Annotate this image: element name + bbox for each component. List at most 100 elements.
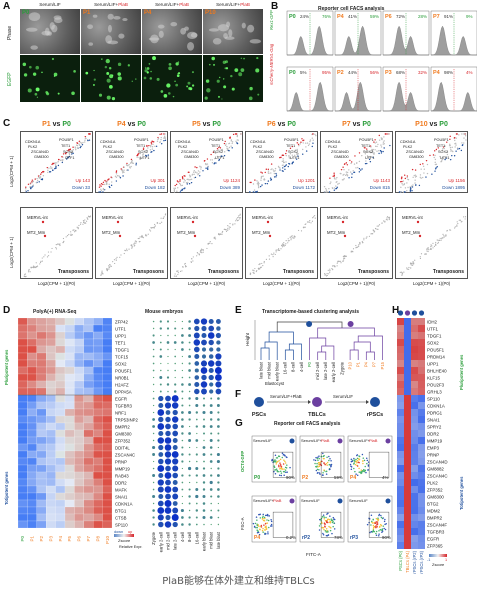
heatmap-h-cell <box>418 409 425 416</box>
dot-cell <box>196 481 198 484</box>
transposon-point <box>222 230 224 233</box>
egfp-spot <box>221 98 223 100</box>
colony <box>228 29 233 37</box>
transposon-point <box>403 271 405 273</box>
dot-cell <box>166 383 170 386</box>
heatmap-h-gene-label: SP110 <box>427 396 440 401</box>
facs-point <box>379 523 382 526</box>
scatter-point <box>419 176 421 178</box>
scatter-point <box>404 191 406 193</box>
facs-point <box>376 523 379 526</box>
dot-cell <box>194 354 200 359</box>
heatmap-cell <box>93 443 103 452</box>
scatter-point <box>71 153 73 155</box>
dot-cell <box>158 472 164 479</box>
comparison-vs: vs <box>125 121 138 128</box>
scatter-point <box>225 143 227 145</box>
scatter-point <box>422 163 424 165</box>
scatter-point <box>76 144 79 147</box>
scatter-point <box>27 183 30 185</box>
dot-cell <box>181 334 184 337</box>
facs-title: Serum/LIF <box>349 498 368 503</box>
transposon-point <box>101 270 103 272</box>
dot-cell <box>209 418 213 421</box>
scatter-point <box>364 162 367 165</box>
scatter-point <box>270 168 272 171</box>
scatter-point <box>288 157 291 159</box>
heatmap-cell <box>102 471 113 480</box>
heatmap-h-cell <box>404 353 411 360</box>
facs-gate <box>272 511 294 538</box>
transposon-point <box>252 269 254 271</box>
heatmap-cell <box>83 485 94 494</box>
colony <box>122 18 128 22</box>
dot-cell <box>160 369 162 372</box>
scatter-point <box>188 183 191 185</box>
egfp-spot <box>46 92 50 96</box>
transposon-point <box>220 233 222 235</box>
scatter-point <box>196 172 198 174</box>
scatter-point <box>173 189 176 191</box>
heatmap-col-label: P1 <box>30 536 35 542</box>
scatter-point <box>182 177 184 180</box>
scatter-point <box>372 148 374 151</box>
dendro-leaf: P7 <box>372 361 377 367</box>
dot-cell <box>201 332 207 339</box>
facs-point <box>323 528 325 531</box>
dot-cell <box>217 432 220 435</box>
panel-b-title: Reporter cell FACS analysis <box>318 6 385 12</box>
egfp-spot <box>176 74 180 78</box>
scatter-point <box>275 172 277 175</box>
panel-g-ylabel-bottom: FSC-A <box>240 517 245 530</box>
heatmap-cell <box>36 401 47 410</box>
heatmap-h-gene-label: PDRG1 <box>427 410 443 415</box>
dot-cell <box>188 439 192 442</box>
colony <box>107 13 114 20</box>
transposon-point <box>311 220 314 222</box>
scatter-point <box>68 152 71 155</box>
heatmap-cell <box>36 359 47 368</box>
colony <box>217 24 230 32</box>
dot-col-label: mid blast <box>209 531 214 549</box>
scatter-point <box>446 141 448 143</box>
histogram-pos-pct: 32% <box>418 70 427 75</box>
transposon-point <box>250 273 252 275</box>
scatter-xlabel: Log2(CPM + 1)(P0) <box>37 281 76 286</box>
transposon-point <box>126 249 128 252</box>
histogram-passage: P4 <box>433 70 441 76</box>
dot-cell <box>215 381 222 388</box>
heatmap-cell <box>83 387 94 396</box>
scatter-point <box>142 153 145 155</box>
heatmap-gene-label: GM8300 <box>115 431 132 436</box>
transposon-point <box>386 219 388 221</box>
panel-g-facs: 90%P0Serum/LIF59%P2Serum/LIF+PlaB4%P4Ser… <box>251 435 393 557</box>
scatter-point <box>401 183 403 185</box>
heatmap-cell <box>27 373 37 382</box>
heatmap-cell <box>64 478 75 487</box>
scatter-point <box>151 146 154 148</box>
scatter-point <box>80 142 83 144</box>
dot-cell <box>171 514 179 521</box>
dot-cell <box>152 418 155 421</box>
dot-cell <box>165 465 171 472</box>
panel-a-col-prefix: Serum/LIF+ <box>94 2 119 7</box>
heatmap-cell <box>17 317 28 326</box>
dot-cell <box>194 325 200 332</box>
dot-cell <box>174 348 176 351</box>
facs-point <box>318 455 320 457</box>
heatmap-cell <box>74 373 84 382</box>
scatter-point <box>235 140 237 143</box>
scatter-point <box>267 172 270 174</box>
dot-cell <box>217 481 220 484</box>
heatmap-cell <box>55 450 66 459</box>
scatter-transposon: MERVL-int MT2_Mm Transposons <box>245 207 318 279</box>
phase-colonies <box>148 22 198 51</box>
transposon-point <box>33 265 35 267</box>
scatter-point <box>199 165 201 167</box>
transposon-point <box>419 256 421 258</box>
scatter-point <box>309 140 311 143</box>
panel-e-title: Transcriptome-based clustering analysis <box>262 309 359 315</box>
scatter-ylabel-top: Log2(CPM + 1) <box>9 155 14 187</box>
scatter-point <box>100 182 103 185</box>
scatter-point <box>349 171 352 173</box>
